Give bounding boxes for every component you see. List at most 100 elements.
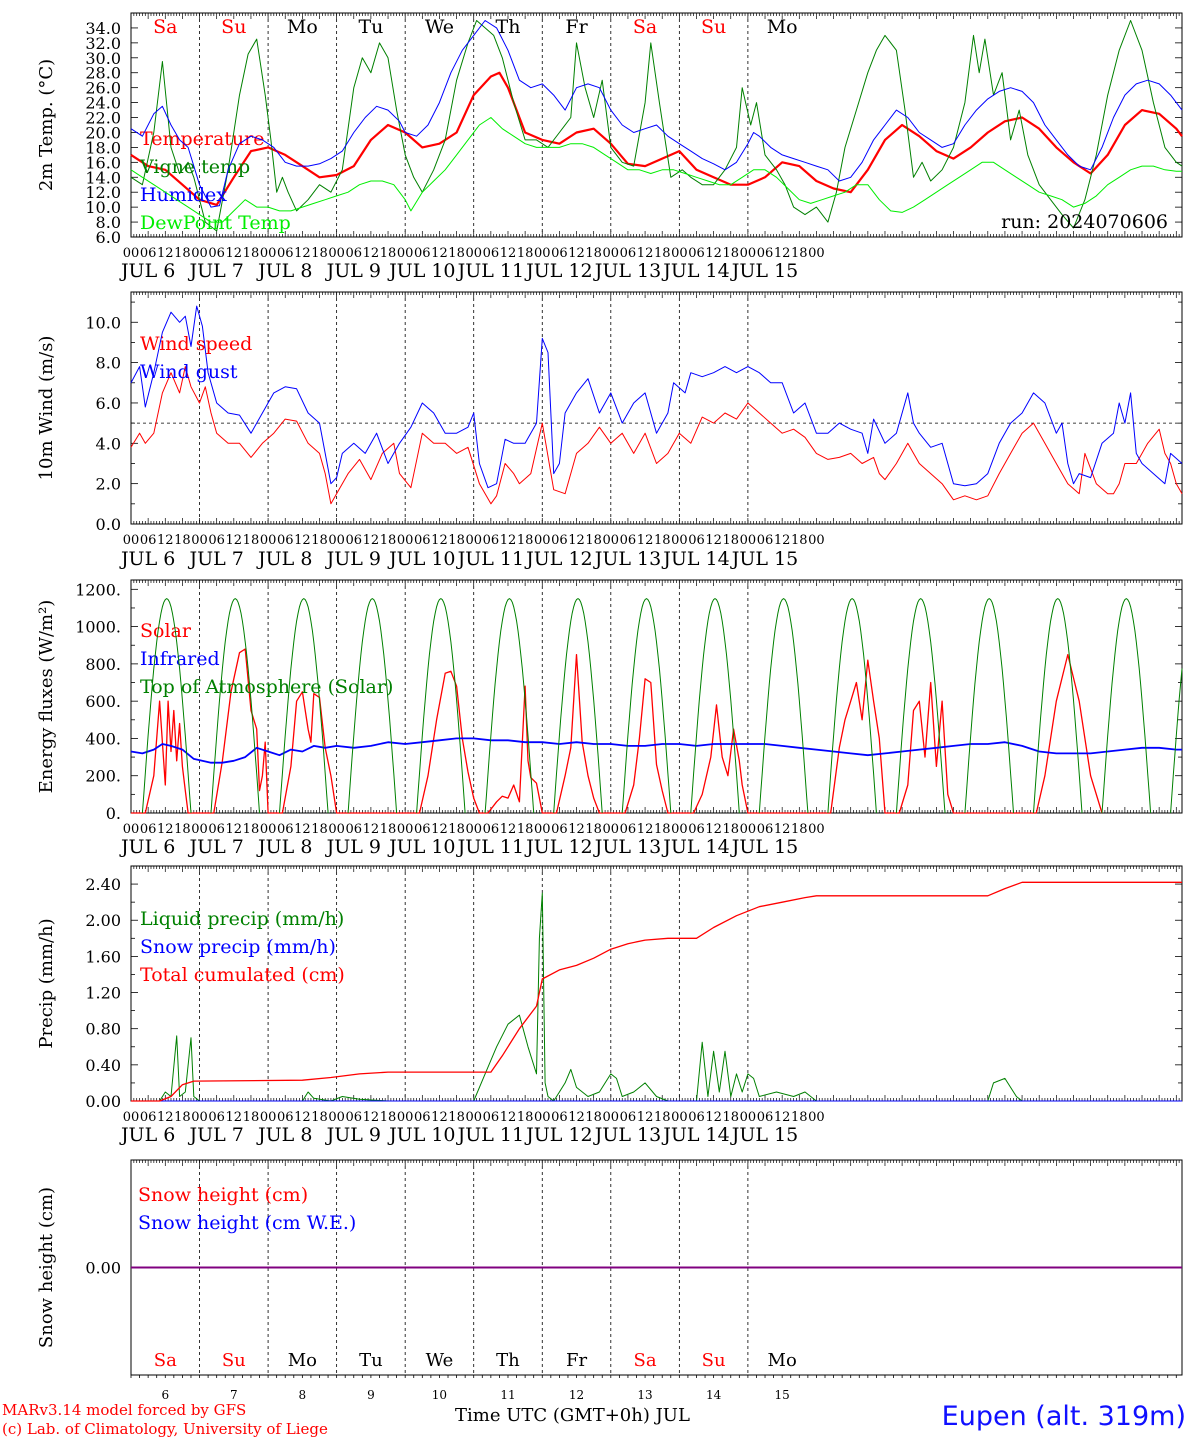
weekday-label: Mo bbox=[768, 1350, 797, 1371]
hour-tick-label: 00 bbox=[260, 246, 277, 261]
energy-toa-arc bbox=[827, 597, 877, 814]
hour-tick-label: 06 bbox=[277, 533, 294, 548]
hour-tick-label: 18 bbox=[791, 533, 808, 548]
date-label: JUL 10 bbox=[387, 260, 455, 282]
energy-toa-arc bbox=[484, 597, 535, 814]
hour-tick-label: 00 bbox=[191, 533, 208, 548]
day-number-label: 11 bbox=[500, 1388, 515, 1402]
hour-tick-label: 12 bbox=[294, 533, 311, 548]
hour-tick-label: 06 bbox=[688, 1110, 705, 1125]
date-label: JUL 9 bbox=[325, 836, 381, 858]
y-tick-label: 1.20 bbox=[85, 984, 121, 1003]
hour-tick-label: 12 bbox=[363, 1110, 380, 1125]
date-label: JUL 6 bbox=[119, 1124, 175, 1146]
hour-tick-label: 06 bbox=[483, 1110, 500, 1125]
hour-tick-label: 00 bbox=[740, 1110, 757, 1125]
y-tick-label: 200. bbox=[85, 767, 121, 786]
weekday-label: Mo bbox=[767, 16, 798, 38]
hour-tick-label: 12 bbox=[226, 1110, 243, 1125]
hour-tick-label: 00 bbox=[534, 246, 551, 261]
hour-tick-label: 00 bbox=[397, 533, 414, 548]
date-label: JUL 12 bbox=[524, 836, 592, 858]
energy-toa-arc bbox=[347, 597, 398, 814]
hour-tick-label: 00 bbox=[328, 533, 345, 548]
hour-tick-label: 12 bbox=[363, 822, 380, 837]
hour-tick-label: 00 bbox=[191, 822, 208, 837]
date-label: JUL 9 bbox=[325, 260, 381, 282]
hour-tick-label: 18 bbox=[722, 533, 739, 548]
hour-tick-label: 00 bbox=[808, 1110, 825, 1125]
date-label: JUL 11 bbox=[456, 548, 524, 570]
hour-tick-label: 06 bbox=[277, 246, 294, 261]
y-tick-label: 14.0 bbox=[85, 168, 121, 187]
date-label: JUL 13 bbox=[593, 548, 661, 570]
hour-tick-label: 18 bbox=[517, 822, 534, 837]
hour-tick-label: 12 bbox=[568, 533, 585, 548]
hour-tick-label: 00 bbox=[808, 533, 825, 548]
hour-tick-label: 12 bbox=[294, 822, 311, 837]
hour-tick-label: 18 bbox=[722, 822, 739, 837]
y-tick-label: 30.0 bbox=[85, 49, 121, 68]
weekday-label: Tu bbox=[358, 16, 383, 38]
energy-toa-arc bbox=[1101, 597, 1152, 814]
date-label: JUL 13 bbox=[593, 260, 661, 282]
snow-legend-entry: Snow height (cm) bbox=[138, 1184, 308, 1206]
energy-toa-arc bbox=[141, 597, 192, 814]
date-label: JUL 15 bbox=[730, 1124, 798, 1146]
weekday-label: Th bbox=[496, 1350, 520, 1371]
hour-tick-label: 18 bbox=[380, 246, 397, 261]
hour-tick-label: 06 bbox=[208, 533, 225, 548]
hour-tick-label: 06 bbox=[277, 822, 294, 837]
hour-tick-label: 00 bbox=[534, 533, 551, 548]
date-label: JUL 14 bbox=[661, 260, 729, 282]
y-tick-label: 22.0 bbox=[85, 109, 121, 128]
hour-tick-label: 12 bbox=[157, 1110, 174, 1125]
hour-tick-label: 18 bbox=[722, 1110, 739, 1125]
hour-tick-label: 06 bbox=[483, 246, 500, 261]
weekday-label: Su bbox=[222, 1350, 246, 1371]
hour-tick-label: 18 bbox=[585, 533, 602, 548]
hour-tick-label: 00 bbox=[603, 1110, 620, 1125]
hour-tick-label: 18 bbox=[791, 822, 808, 837]
weekday-label: Fr bbox=[565, 16, 588, 38]
date-label: JUL 9 bbox=[325, 548, 381, 570]
weekday-label: Fr bbox=[566, 1350, 587, 1371]
lab-credit: (c) Lab. of Climatology, University of L… bbox=[2, 1420, 328, 1438]
hour-tick-label: 06 bbox=[345, 1110, 362, 1125]
hour-tick-label: 18 bbox=[448, 246, 465, 261]
energy-panel: 0. 200. 400. 600. 800. 1000. 1200. Energy fluxe… bbox=[36, 579, 1183, 858]
hour-tick-label: 12 bbox=[774, 533, 791, 548]
energy-toa-arc bbox=[758, 597, 809, 814]
hour-tick-label: 12 bbox=[568, 1110, 585, 1125]
hour-tick-label: 06 bbox=[414, 1110, 431, 1125]
hour-tick-label: 06 bbox=[414, 246, 431, 261]
weekday-label: Sa bbox=[634, 1350, 657, 1371]
x-axis-label: Time UTC (GMT+0h) JUL bbox=[455, 1405, 690, 1426]
date-label: JUL 10 bbox=[387, 836, 455, 858]
date-label: JUL 7 bbox=[187, 548, 243, 570]
hour-tick-label: 00 bbox=[465, 246, 482, 261]
date-label: JUL 8 bbox=[256, 260, 312, 282]
hour-tick-label: 18 bbox=[380, 533, 397, 548]
hour-tick-label: 00 bbox=[808, 246, 825, 261]
hour-tick-label: 18 bbox=[174, 1110, 191, 1125]
hour-tick-label: 06 bbox=[483, 822, 500, 837]
hour-tick-label: 06 bbox=[620, 246, 637, 261]
model-credit: MARv3.14 model forced by GFS bbox=[2, 1401, 247, 1419]
hour-tick-label: 12 bbox=[363, 533, 380, 548]
hour-tick-label: 06 bbox=[688, 533, 705, 548]
y-tick-label: 800. bbox=[85, 655, 121, 674]
y-tick-label: 1.60 bbox=[85, 947, 121, 966]
day-number-label: 13 bbox=[637, 1388, 652, 1402]
hour-tick-label: 12 bbox=[500, 1110, 517, 1125]
energy-toa-arc bbox=[1170, 668, 1183, 814]
energy-series-line bbox=[131, 648, 1103, 814]
hour-tick-label: 06 bbox=[140, 822, 157, 837]
date-label: JUL 11 bbox=[456, 836, 524, 858]
hour-tick-label: 12 bbox=[774, 246, 791, 261]
y-tick-label: 8.0 bbox=[96, 354, 121, 373]
date-label: JUL 14 bbox=[661, 548, 729, 570]
hour-tick-label: 00 bbox=[808, 822, 825, 837]
hour-tick-label: 18 bbox=[722, 246, 739, 261]
